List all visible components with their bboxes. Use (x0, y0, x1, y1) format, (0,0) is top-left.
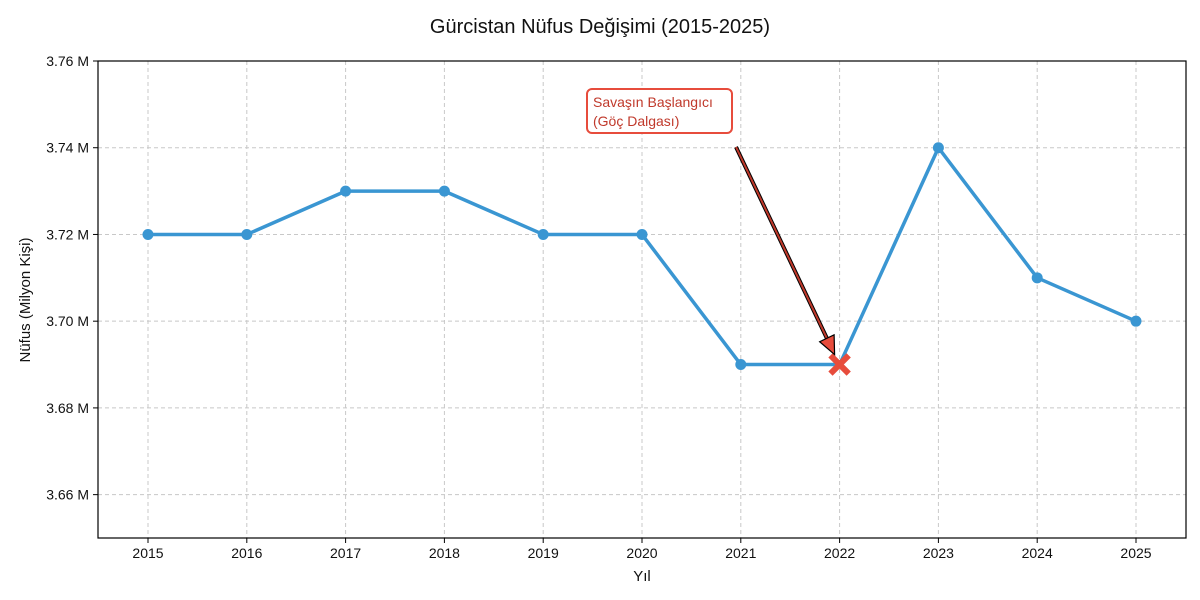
y-tick-label: 3.66 M (46, 487, 89, 503)
y-axis-label: Nüfus (Milyon Kişi) (17, 237, 34, 362)
x-tick-label: 2015 (132, 545, 163, 561)
data-point (1130, 315, 1142, 327)
data-point (241, 228, 253, 240)
arrow-head (818, 333, 836, 356)
x-axis-label: Yıl (633, 568, 651, 585)
data-point (340, 185, 352, 197)
y-tick-label: 3.68 M (46, 400, 89, 416)
x-tick-label: 2017 (330, 545, 361, 561)
x-tick-label: 2016 (231, 545, 262, 561)
data-point (636, 228, 648, 240)
arrow-shaft (735, 146, 828, 339)
x-tick-label: 2024 (1022, 545, 1053, 561)
y-tick-label: 3.76 M (46, 53, 89, 69)
data-point (1031, 272, 1043, 284)
x-tick-label: 2023 (923, 545, 954, 561)
x-tick-label: 2018 (429, 545, 460, 561)
highlight-x-marker (828, 353, 851, 376)
annotation-box (586, 88, 733, 134)
data-point (735, 359, 747, 371)
data-point (537, 228, 549, 240)
annotation-text: Savaşın Başlangıcı (593, 94, 713, 110)
y-tick-label: 3.74 M (46, 140, 89, 156)
x-tick-label: 2020 (626, 545, 657, 561)
x-tick-label: 2022 (824, 545, 855, 561)
x-tick-label: 2025 (1120, 545, 1151, 561)
data-point (932, 142, 944, 154)
x-tick-label: 2019 (528, 545, 559, 561)
data-point (438, 185, 450, 197)
data-point (142, 228, 154, 240)
annotation-text: (Göç Dalgası) (593, 113, 679, 129)
chart-title: Gürcistan Nüfus Değişimi (2015-2025) (430, 16, 770, 38)
y-tick-label: 3.70 M (46, 313, 89, 329)
y-tick-label: 3.72 M (46, 226, 89, 242)
x-tick-label: 2021 (725, 545, 756, 561)
